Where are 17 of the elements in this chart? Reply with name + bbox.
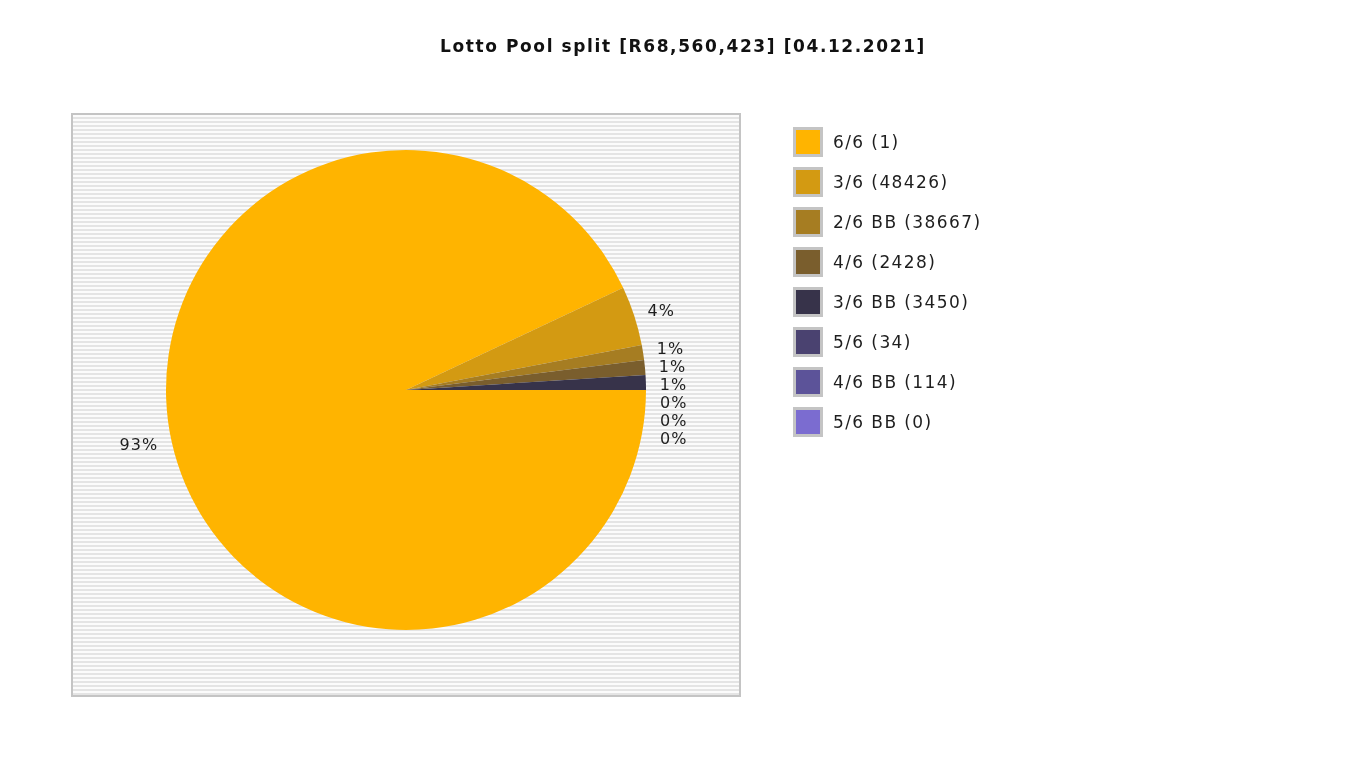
data-label: 1%: [659, 375, 688, 395]
legend-label: 4/6 (2428): [833, 252, 937, 272]
legend-label: 3/6 BB (3450): [833, 292, 970, 312]
legend-label: 5/6 (34): [833, 332, 912, 352]
chart-title: Lotto Pool split [R68,560,423] [04.12.2021]: [439, 36, 927, 56]
legend-label: 4/6 BB (114): [833, 372, 958, 392]
legend-label: 6/6 (1): [833, 132, 900, 152]
legend-label: 3/6 (48426): [833, 172, 949, 192]
data-label: 93%: [119, 434, 159, 454]
text: 0%: [660, 411, 688, 431]
text: 0%: [660, 429, 688, 449]
data-label: 1%: [658, 357, 687, 377]
legend-label: 2/6 BB (38667): [833, 212, 982, 232]
data-label: 4%: [647, 300, 675, 320]
data-label: 1%: [656, 339, 685, 359]
text: 0%: [660, 393, 688, 413]
legend-label: 5/6 BB (0): [833, 412, 933, 432]
